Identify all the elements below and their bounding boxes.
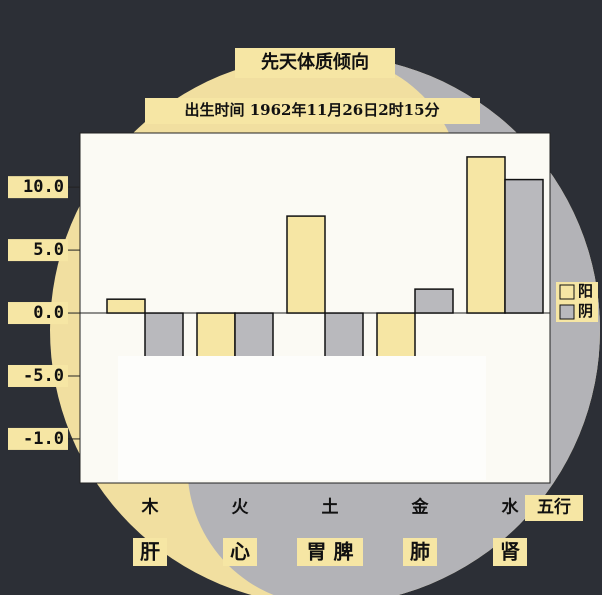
chart-subtitle: 出生时间 1962年11月26日2时15分 (184, 101, 439, 119)
bar (324, 312, 364, 358)
y-tick-bg (8, 176, 68, 199)
y-tick-label: -5.0 (23, 366, 64, 386)
bar (234, 312, 274, 358)
x-tick-label: 火 (232, 498, 250, 518)
row-label-box (525, 495, 583, 521)
organ-label: 肺 (410, 540, 430, 564)
y-tick-bg (8, 364, 68, 387)
bar (414, 288, 454, 314)
legend-swatch (559, 304, 575, 320)
organ-box (493, 538, 527, 566)
organ-label: 肾 (500, 540, 520, 564)
bar (106, 298, 146, 314)
organ-box (133, 538, 167, 566)
organ-box (223, 538, 257, 566)
x-tick-label: 土 (322, 497, 339, 518)
x-tick-label: 金 (411, 497, 430, 518)
organ-box (403, 538, 437, 566)
organ-label: 肝 (140, 540, 160, 564)
y-tick-label: 5.0 (33, 240, 64, 260)
x-tick-label: 木 (141, 497, 160, 518)
bar (466, 156, 506, 314)
y-tick-bg (8, 302, 68, 325)
marks (80, 156, 550, 358)
row-label: 五行 (537, 497, 571, 518)
y-tick-label: -1.0 (23, 429, 64, 449)
y-tick-label: 10.0 (23, 177, 64, 197)
organ-label: 心 (230, 540, 250, 564)
overlay (118, 356, 486, 480)
x-tick-label: 水 (502, 497, 520, 518)
chart-title: 先天体质倾向 (261, 51, 369, 73)
y-tick-bg (8, 427, 68, 450)
organ-box (297, 538, 363, 566)
bar (196, 312, 236, 358)
subtitle-box (145, 98, 480, 124)
y-tick-bg (8, 239, 68, 262)
legend-label: 阴 (578, 302, 593, 320)
title-box (235, 48, 395, 78)
bar (376, 312, 416, 358)
y-tick-label: 0.0 (33, 303, 64, 323)
legend-label: 阳 (578, 282, 593, 300)
legend-swatch (559, 284, 575, 300)
bar (504, 178, 544, 314)
bar (144, 312, 184, 358)
bar (286, 215, 326, 314)
organ-label: 胃 脾 (307, 540, 354, 564)
